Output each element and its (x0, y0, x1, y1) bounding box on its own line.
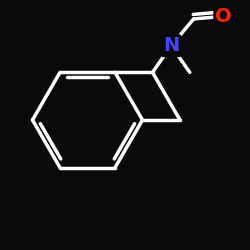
Text: N: N (163, 36, 179, 55)
Text: O: O (215, 7, 232, 26)
